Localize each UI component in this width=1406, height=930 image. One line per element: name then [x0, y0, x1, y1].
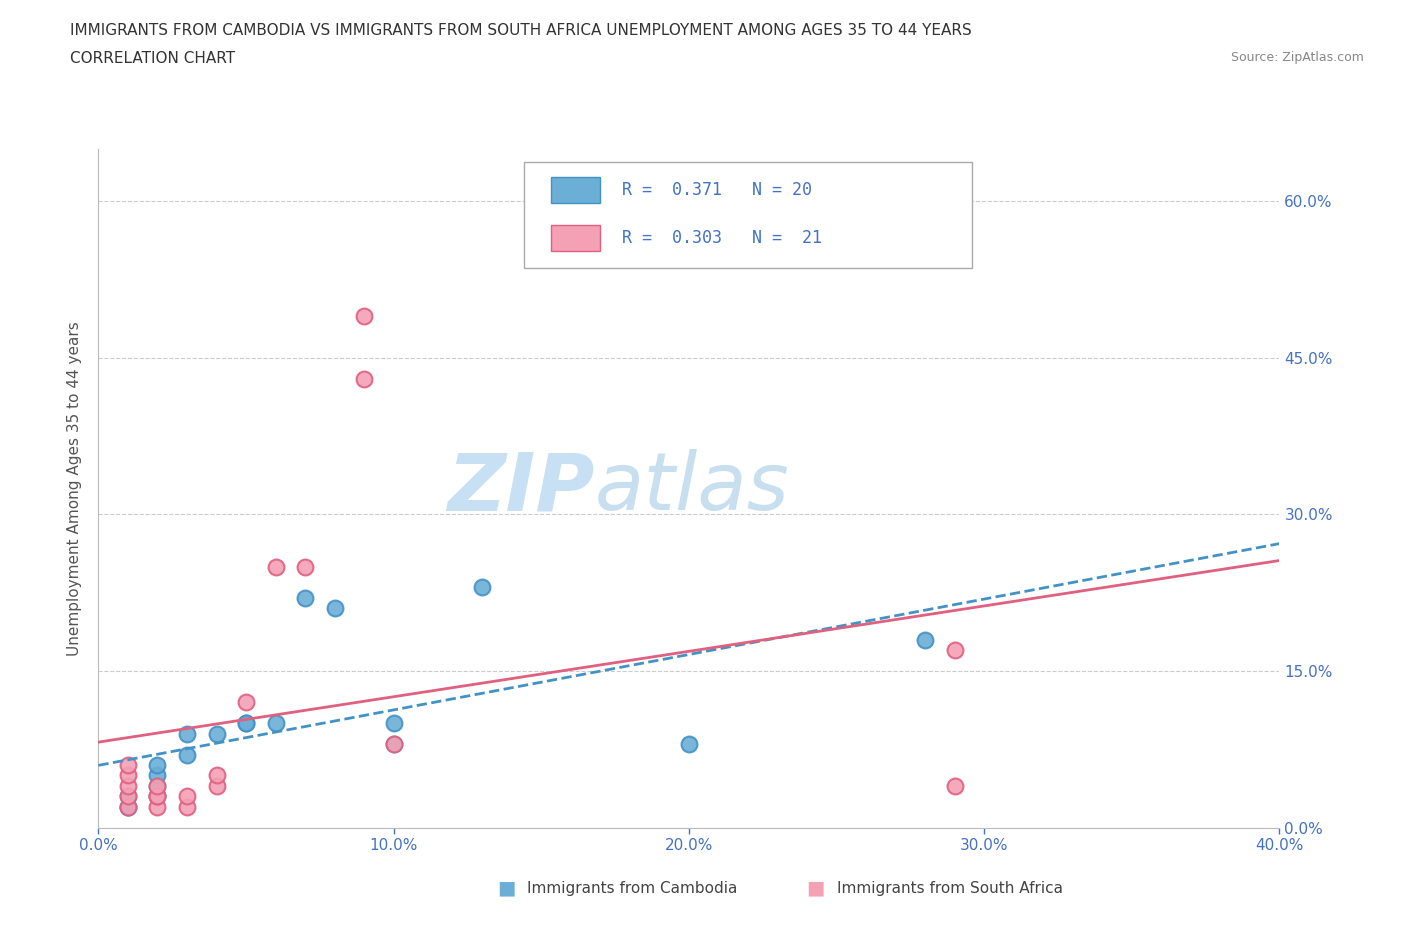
- Point: [471, 580, 494, 595]
- Point: [176, 789, 198, 804]
- Point: [117, 800, 139, 815]
- Point: [146, 778, 169, 793]
- Y-axis label: Unemployment Among Ages 35 to 44 years: Unemployment Among Ages 35 to 44 years: [67, 321, 83, 656]
- Text: Source: ZipAtlas.com: Source: ZipAtlas.com: [1230, 51, 1364, 64]
- Text: R =  0.303   N =  21: R = 0.303 N = 21: [621, 229, 821, 246]
- Point: [146, 768, 169, 783]
- Point: [205, 726, 228, 741]
- Point: [678, 737, 700, 751]
- FancyBboxPatch shape: [523, 163, 973, 268]
- Text: CORRELATION CHART: CORRELATION CHART: [70, 51, 235, 66]
- Bar: [551, 225, 600, 251]
- Point: [176, 726, 198, 741]
- Text: IMMIGRANTS FROM CAMBODIA VS IMMIGRANTS FROM SOUTH AFRICA UNEMPLOYMENT AMONG AGES: IMMIGRANTS FROM CAMBODIA VS IMMIGRANTS F…: [70, 23, 972, 38]
- Text: R =  0.371   N = 20: R = 0.371 N = 20: [621, 181, 811, 199]
- Point: [323, 601, 346, 616]
- Point: [117, 800, 139, 815]
- Point: [294, 591, 316, 605]
- Text: Immigrants from Cambodia: Immigrants from Cambodia: [527, 881, 738, 896]
- Point: [353, 371, 375, 386]
- Point: [382, 737, 405, 751]
- Point: [264, 716, 287, 731]
- Point: [117, 800, 139, 815]
- Point: [117, 789, 139, 804]
- Point: [205, 768, 228, 783]
- Point: [235, 716, 257, 731]
- Point: [146, 778, 169, 793]
- Point: [264, 559, 287, 574]
- Point: [117, 778, 139, 793]
- Text: ■: ■: [496, 879, 516, 897]
- Text: ZIP: ZIP: [447, 449, 595, 527]
- Point: [943, 778, 966, 793]
- Point: [294, 559, 316, 574]
- Point: [235, 695, 257, 710]
- Point: [176, 747, 198, 762]
- Point: [914, 632, 936, 647]
- Point: [382, 716, 405, 731]
- Point: [382, 737, 405, 751]
- Point: [235, 716, 257, 731]
- Point: [117, 758, 139, 773]
- Point: [353, 309, 375, 324]
- Point: [146, 789, 169, 804]
- Point: [205, 778, 228, 793]
- Point: [176, 800, 198, 815]
- Text: Immigrants from South Africa: Immigrants from South Africa: [837, 881, 1063, 896]
- Point: [146, 758, 169, 773]
- Point: [146, 789, 169, 804]
- Point: [146, 800, 169, 815]
- Text: ■: ■: [806, 879, 825, 897]
- Point: [117, 789, 139, 804]
- Point: [146, 789, 169, 804]
- Bar: [551, 178, 600, 203]
- Text: atlas: atlas: [595, 449, 789, 527]
- Point: [117, 768, 139, 783]
- Point: [943, 643, 966, 658]
